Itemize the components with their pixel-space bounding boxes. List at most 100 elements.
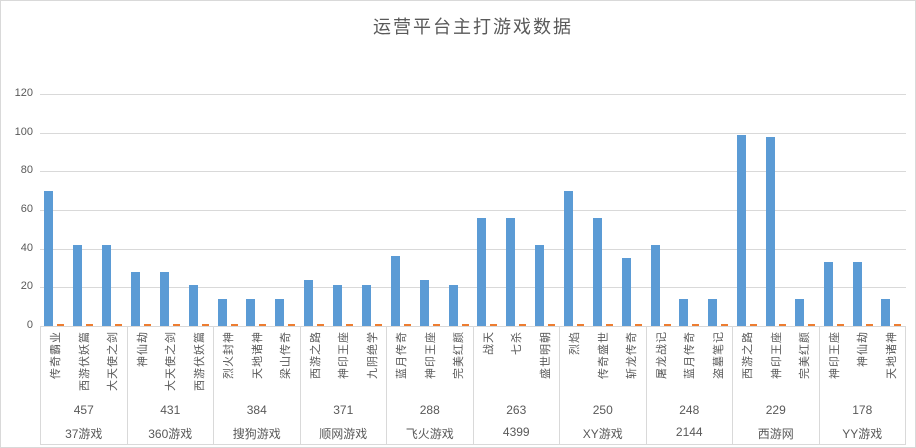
platform-group: 烈火封神 天地诸神 梁山传奇 384 搜狗游戏 [213,327,300,444]
platform-total-label: 457 [73,403,94,417]
primary-bar [679,299,689,326]
game-name-cell: 蓝月传奇 [387,327,416,403]
bar-pair [848,94,877,326]
bar-pair [531,94,560,326]
y-tick-label: 60 [20,203,33,215]
secondary-bar [288,324,296,326]
secondary-bar [86,324,94,326]
secondary-bar [346,324,354,326]
platform-group: 西游之路 神印王座 完美红颜 229 西游网 [732,327,819,444]
platform-name-label: YY游戏 [842,427,883,441]
secondary-bar [403,324,411,326]
game-name-label: 烈火封神 [223,331,236,379]
platform-total-label: 288 [419,403,440,417]
game-name-label: 战天 [482,331,495,355]
primary-bar [766,137,776,326]
bar-pair [127,94,156,326]
primary-bar [419,280,429,326]
game-name-cell: 天地诸神 [877,327,906,403]
primary-bar [73,245,83,326]
game-name-label: 七杀 [511,331,524,355]
bar-pair [386,94,415,326]
game-name-cell: 大天使之剑 [156,327,185,403]
secondary-bar [201,324,209,326]
game-name-cell: 烈火封神 [214,327,243,403]
secondary-bar [836,324,844,326]
game-name-cell: 战天 [474,327,503,403]
bar-pair [675,94,704,326]
secondary-bar [374,324,382,326]
primary-bar [131,272,141,326]
game-name-label: 烈焰 [569,331,582,355]
game-name-cell: 天地诸神 [243,327,272,403]
primary-bar [361,285,371,326]
game-name-label: 神印王座 [828,331,841,379]
game-name-cell: 盗墓笔记 [704,327,733,403]
bar-pair [560,94,589,326]
secondary-bar [519,324,527,326]
platform-name-label: 37游戏 [65,427,103,441]
secondary-bar [807,324,815,326]
bar-pair [762,94,791,326]
game-names-row: 西游之路 神印王座 九阴绝学 [301,327,387,403]
platform-total-label: 384 [246,403,267,417]
game-name-cell: 西游之路 [301,327,330,403]
bar-pair [40,94,69,326]
secondary-bar [605,324,613,326]
secondary-bar [172,324,180,326]
game-name-label: 传奇盛世 [597,331,610,379]
game-names-row: 传奇霸业 西游伏妖篇 大天使之剑 [41,327,127,403]
primary-bar [448,285,458,326]
bar-pair [502,94,531,326]
game-names-row: 烈焰 传奇盛世 斩龙传奇 [560,327,646,403]
primary-bar [477,218,487,326]
game-name-cell: 盛世明朝 [531,327,560,403]
chart-title: 运营平台主打游戏数据 [373,17,573,37]
platform-name-label: 飞火游戏 [405,427,454,441]
primary-bar [621,258,631,326]
game-name-label: 神仙劫 [136,331,149,367]
bar-group [40,94,127,326]
bar-pair [329,94,358,326]
game-name-cell: 九阴绝学 [358,327,387,403]
bar-pair [358,94,387,326]
game-names-row: 蓝月传奇 神印王座 完美红颜 [387,327,473,403]
gridline [40,287,906,289]
platform-group: 传奇霸业 西游伏妖篇 大天使之剑 457 37游戏 [40,327,127,444]
y-tick-label: 0 [26,319,33,331]
game-name-label: 大天使之剑 [107,331,120,391]
platform-total-label: 248 [679,403,700,417]
game-name-cell: 传奇盛世 [589,327,618,403]
primary-bar [650,245,660,326]
game-name-cell: 神仙劫 [128,327,157,403]
primary-bar [102,245,112,326]
primary-bar [535,245,545,326]
secondary-bar [259,324,267,326]
primary-bar [275,299,285,326]
game-name-cell: 梁山传奇 [271,327,300,403]
bar-group [300,94,387,326]
primary-bar [823,262,833,326]
secondary-bar [432,324,440,326]
y-tick-label: 120 [14,87,33,99]
game-name-label: 屠龙战记 [655,331,668,379]
primary-bar [159,272,169,326]
game-name-cell: 神印王座 [329,327,358,403]
platform-total-label: 229 [765,403,786,417]
platform-group: 战天 七杀 盛世明朝 263 4399 [472,327,560,444]
y-tick-label: 40 [20,241,33,254]
game-name-label: 神印王座 [424,331,437,379]
secondary-bar [461,324,469,326]
game-names-row: 战天 七杀 盛世明朝 [474,327,560,403]
game-name-label: 梁山传奇 [280,331,293,379]
bar-group [560,94,647,326]
bar-pair [646,94,675,326]
secondary-bar [663,324,671,326]
game-name-cell: 斩龙传奇 [617,327,646,403]
platform-total-label: 250 [592,403,613,417]
gridline [40,94,906,95]
game-name-cell: 神印王座 [820,327,849,403]
x-axis-labels: 传奇霸业 西游伏妖篇 大天使之剑 457 37游戏 神仙劫 大天使之剑 西游伏妖篇 431 360… [40,327,906,445]
secondary-bar [634,324,642,326]
bar-group [386,94,473,326]
